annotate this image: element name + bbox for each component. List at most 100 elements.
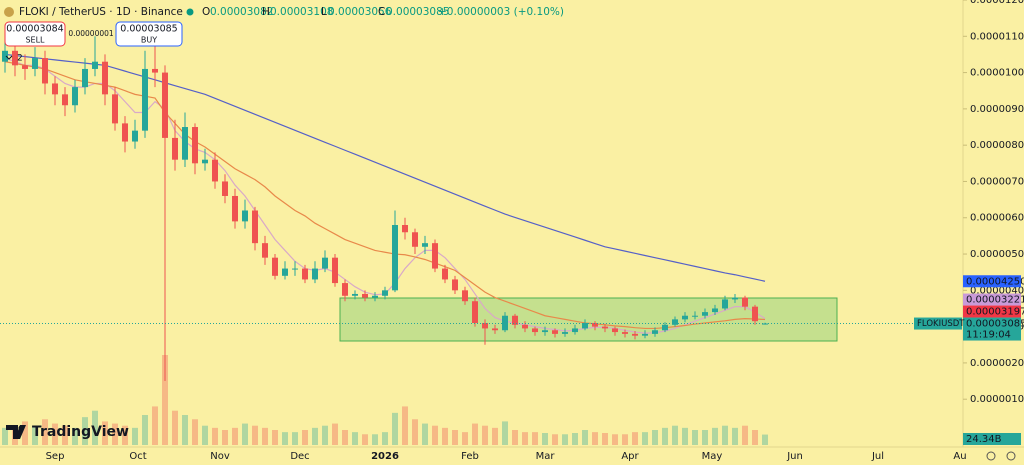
volume-bar: [372, 434, 378, 445]
candle-body: [192, 127, 198, 164]
volume-bar: [722, 425, 728, 445]
volume-layer: [2, 355, 768, 445]
candle-body: [92, 61, 98, 69]
volume-bar: [692, 430, 698, 445]
volume-bar: [592, 432, 598, 445]
x-tick-label: Dec: [290, 451, 309, 462]
candle-body: [222, 181, 228, 196]
volume-bar: [352, 432, 358, 445]
candle-body: [162, 72, 168, 138]
moving-average: [4, 53, 766, 282]
volume-bar: [212, 427, 218, 445]
volume-bar: [122, 425, 128, 445]
buy-button[interactable]: [115, 21, 183, 47]
candle-body: [682, 315, 688, 320]
volume-bar: [432, 425, 438, 445]
candle-body: [462, 290, 468, 302]
sell-label: SELL: [25, 36, 45, 45]
volume-bar: [42, 419, 48, 445]
volume-bar: [542, 433, 548, 445]
volume-bar: [602, 433, 608, 445]
x-tick-label: Nov: [210, 451, 230, 462]
sell-price: 0.00003084: [6, 24, 63, 35]
candle-body: [432, 243, 438, 269]
volume-bar: [272, 430, 278, 445]
candle-body: [622, 332, 628, 334]
symbol-title[interactable]: FLOKI / TetherUS · 1D · Binance: [19, 6, 183, 18]
volume-bar: [492, 427, 498, 445]
candle-body: [292, 268, 298, 270]
candle-body: [152, 68, 158, 73]
volume-bar: [302, 430, 308, 445]
volume-bar: [422, 423, 428, 445]
candle-body: [732, 297, 738, 300]
price-tag-bg: [963, 275, 1021, 288]
volume-bar: [402, 406, 408, 445]
volume-bar: [202, 425, 208, 445]
spread: 0.00000001: [68, 29, 114, 38]
ohlc-key: H: [262, 6, 270, 18]
volume-bar: [242, 423, 248, 445]
volume-bar: [582, 430, 588, 445]
volume-bar: [452, 430, 458, 445]
ohlc-key: C: [378, 6, 385, 18]
candle-body: [252, 210, 258, 244]
candle-body: [382, 290, 388, 296]
x-tick-label: Oct: [129, 451, 146, 462]
volume-bar: [472, 423, 478, 445]
candle-body: [342, 283, 348, 296]
x-tick-label: Au: [953, 451, 966, 462]
candle-body: [132, 130, 138, 142]
indicators-chevron[interactable]: [5, 55, 13, 60]
volume-bar: [32, 425, 38, 445]
volume-bar: [572, 433, 578, 445]
candle-body: [2, 50, 8, 62]
price-tag: 0.00004250: [966, 276, 1024, 287]
candle-body: [302, 268, 308, 280]
scale-icon[interactable]: [1006, 451, 1016, 461]
candle-body: [722, 299, 728, 309]
volume-bar: [392, 412, 398, 445]
volume-bar: [632, 432, 638, 445]
candle-body: [392, 225, 398, 291]
change: +0.00000003 (+0.10%): [438, 6, 564, 18]
volume-bar: [532, 432, 538, 445]
price-tag: 0.00003221: [966, 295, 1024, 306]
candle-body: [232, 195, 238, 222]
candle-body: [112, 94, 118, 124]
candle-body: [582, 322, 588, 329]
volume-bar: [102, 421, 108, 445]
symbol-logo: [4, 7, 14, 17]
candle-body: [502, 315, 508, 331]
indicators-count[interactable]: 2: [17, 54, 23, 64]
volume-bar: [622, 434, 628, 445]
candle-body: [532, 328, 538, 333]
candle-body: [572, 328, 578, 333]
price-layer: [0, 29, 963, 382]
candle-body: [332, 257, 338, 284]
settings-icon[interactable]: [986, 451, 996, 461]
candle-body: [122, 123, 128, 142]
volume-bar: [62, 425, 68, 445]
candle-body: [12, 50, 18, 66]
volume-bar: [442, 427, 448, 445]
candle-body: [752, 306, 758, 322]
volume-bar: [502, 421, 508, 445]
market-status: [186, 8, 194, 16]
candle-body: [422, 243, 428, 247]
volume-bar: [232, 427, 238, 445]
candle-body: [542, 330, 548, 333]
candle-body: [662, 324, 668, 331]
volume-bar: [652, 430, 658, 445]
sell-button[interactable]: [4, 21, 66, 47]
candle-body: [402, 225, 408, 233]
volume-bar: [222, 430, 228, 445]
